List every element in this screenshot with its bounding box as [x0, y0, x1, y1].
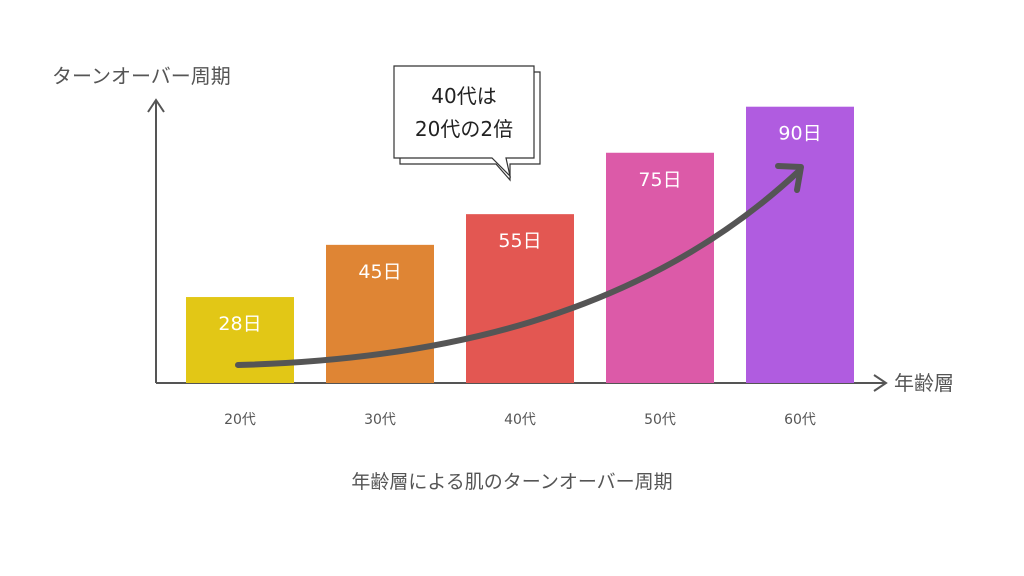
- callout-line2: 20代の2倍: [415, 117, 513, 141]
- callout-line1: 40代は: [431, 84, 496, 108]
- trend-arrow-head: [775, 163, 804, 193]
- tick-label-2: 40代: [504, 412, 536, 428]
- y-axis-title: ターンオーバー周期: [52, 64, 231, 88]
- tick-label-3: 50代: [644, 412, 676, 428]
- bar-4: [746, 106, 854, 383]
- value-label-4: 90日: [778, 123, 821, 145]
- tick-label-0: 20代: [224, 412, 256, 428]
- chart-title: 年齢層による肌のターンオーバー周期: [351, 471, 672, 493]
- trend-arrow: [235, 167, 803, 368]
- bar-2: [466, 214, 574, 383]
- y-axis-arrowhead: [147, 98, 165, 113]
- value-label-3: 75日: [638, 169, 681, 191]
- bars-layer: [186, 106, 854, 383]
- callout-bubble: [393, 65, 535, 178]
- value-label-1: 45日: [358, 261, 401, 283]
- tick-labels-layer: 20代 30代 40代 50代 60代: [224, 412, 816, 428]
- value-label-0: 28日: [218, 313, 261, 335]
- tick-label-1: 30代: [364, 412, 396, 428]
- x-axis-arrowhead: [873, 374, 888, 392]
- callout: 40代は 20代の2倍: [393, 65, 541, 182]
- value-labels-layer: 28日 45日 55日 75日 90日: [218, 123, 821, 335]
- value-label-2: 55日: [498, 230, 541, 252]
- x-axis-title: 年齢層: [894, 371, 954, 395]
- bar-0: [186, 297, 294, 383]
- tick-label-4: 60代: [784, 412, 816, 428]
